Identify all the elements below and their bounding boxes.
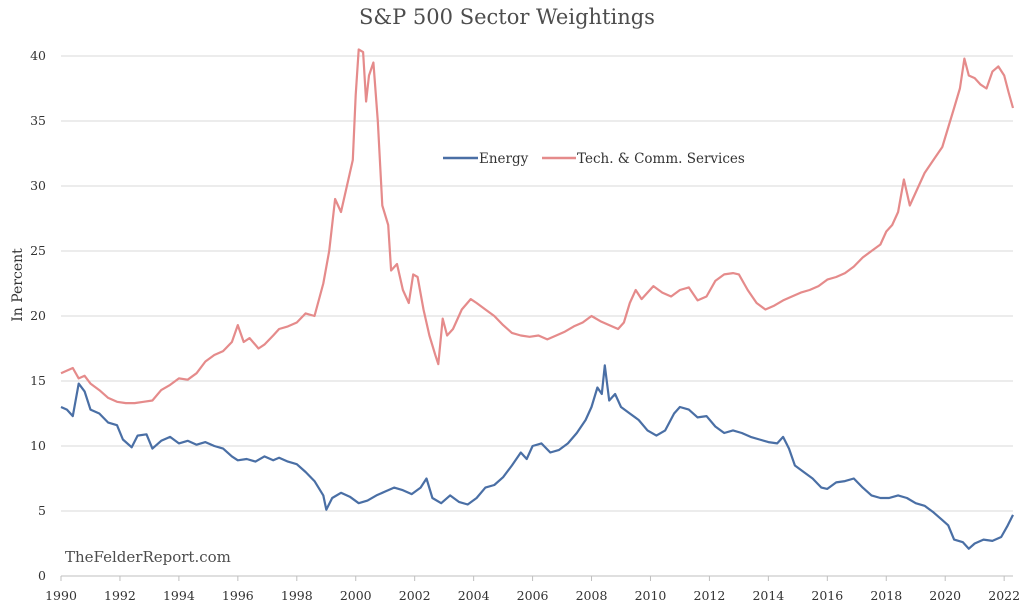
x-tick-label: 1998: [281, 588, 313, 603]
x-tick-label: 2008: [576, 588, 608, 603]
y-tick-labels: 0 5 10 15 20 25 30 35 40: [30, 48, 46, 583]
legend-label-tech: Tech. & Comm. Services: [577, 151, 745, 167]
x-tick-label: 2012: [694, 588, 726, 603]
x-tick-label: 1990: [45, 588, 77, 603]
tech-comm-services-line: [60, 48, 1015, 405]
y-tick-label: 15: [30, 373, 46, 388]
legend: Energy Tech. & Comm. Services: [443, 151, 745, 167]
y-tick-label: 5: [38, 503, 46, 518]
energy-line: [60, 364, 1014, 550]
x-tick-label: 2016: [811, 588, 843, 603]
chart-title: S&P 500 Sector Weightings: [359, 5, 655, 29]
gridlines: [61, 55, 1013, 512]
x-tick-label: 2010: [635, 588, 667, 603]
y-tick-label: 20: [30, 308, 46, 323]
y-tick-label: 0: [38, 568, 46, 583]
y-tick-label: 35: [30, 113, 46, 128]
x-tick-label: 2004: [458, 588, 490, 603]
x-tick-label: 2020: [929, 588, 961, 603]
y-axis-label: In Percent: [10, 248, 26, 322]
y-tick-label: 25: [30, 243, 46, 258]
watermark: TheFelderReport.com: [65, 548, 231, 566]
series-lines: [60, 48, 1015, 550]
x-tick-labels: 1990 1992 1994 1996 1998 2000 2002 2004 2006 2008…: [45, 576, 1020, 603]
x-tick-label: 2022: [988, 588, 1020, 603]
x-tick-label: 2014: [752, 588, 784, 603]
y-tick-label: 40: [30, 48, 46, 63]
x-tick-label: 2002: [399, 588, 431, 603]
y-tick-label: 10: [30, 438, 46, 453]
x-tick-label: 1994: [163, 588, 195, 603]
x-tick-label: 2018: [870, 588, 902, 603]
x-tick-label: 1996: [222, 588, 254, 603]
y-tick-label: 30: [30, 178, 46, 193]
x-tick-label: 1992: [104, 588, 136, 603]
x-tick-label: 2006: [517, 588, 549, 603]
x-tick-label: 2000: [340, 588, 372, 603]
legend-label-energy: Energy: [479, 151, 529, 167]
